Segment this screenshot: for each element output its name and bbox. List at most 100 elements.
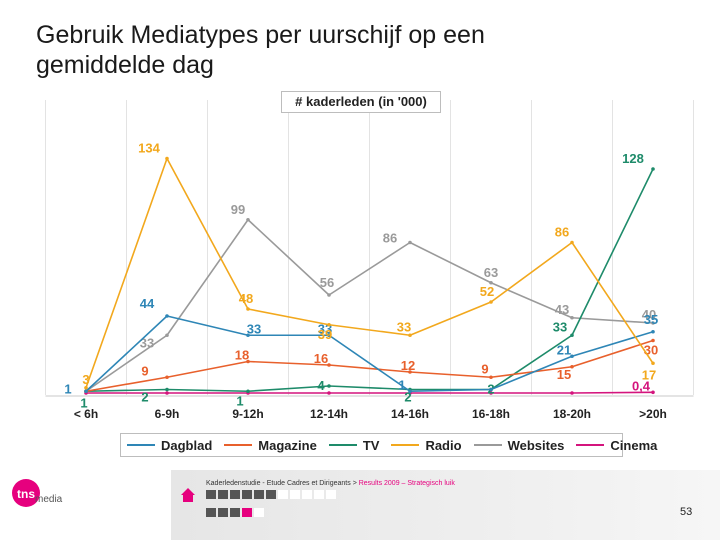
- data-point-radio: [408, 333, 412, 338]
- data-label-magazine: 9: [141, 363, 148, 378]
- data-label-radio: 48: [239, 291, 253, 306]
- data-label-magazine: 18: [235, 348, 249, 363]
- legend-label: Websites: [507, 437, 565, 453]
- data-point-cinema: [327, 391, 331, 395]
- data-point-dagblad: [84, 389, 88, 394]
- legend-swatch: [473, 444, 502, 446]
- nav-dot[interactable]: [254, 508, 264, 517]
- x-tick-label: 6-9h: [155, 407, 180, 421]
- footer-bar: [171, 470, 720, 540]
- home-icon[interactable]: [180, 487, 196, 503]
- data-point-dagblad: [327, 333, 331, 338]
- data-label-dagblad: 33: [247, 321, 261, 336]
- nav-dot[interactable]: [206, 490, 216, 499]
- legend-swatch: [576, 444, 605, 446]
- data-point-dagblad: [570, 354, 574, 359]
- chart-legend: Dagblad Magazine TV Radio Websites Cinema: [120, 433, 657, 457]
- legend-swatch: [224, 444, 253, 446]
- data-point-magazine: [570, 364, 574, 369]
- legend-item-magazine: Magazine: [224, 438, 317, 453]
- legend-item-tv: TV: [328, 437, 380, 453]
- x-tick-label: 14-16h: [391, 407, 429, 421]
- data-label-radio: 33: [397, 319, 411, 334]
- data-label-dagblad: 21: [557, 342, 571, 357]
- data-point-magazine: [489, 375, 493, 380]
- nav-dot[interactable]: [230, 490, 240, 499]
- nav-dot[interactable]: [266, 490, 276, 499]
- chart-title: # kaderleden (in '000): [281, 91, 441, 113]
- data-point-dagblad: [165, 314, 169, 318]
- data-point-dagblad: [651, 329, 655, 334]
- nav-dot[interactable]: [302, 490, 312, 499]
- x-tick-label: 18-20h: [553, 407, 591, 421]
- data-point-cinema: [489, 391, 493, 395]
- page-number: 53: [680, 506, 693, 518]
- series-line-dagblad: [85, 315, 654, 393]
- legend-item-radio: Radio: [391, 437, 462, 453]
- data-point-websites: [651, 321, 655, 325]
- data-label-tv: 128: [622, 151, 644, 166]
- data-point-websites: [165, 333, 169, 338]
- legend-item-cinema: Cinema: [576, 438, 657, 453]
- data-label-tv: 1: [236, 393, 243, 408]
- nav-dot[interactable]: [230, 508, 240, 517]
- nav-dot[interactable]: [290, 490, 300, 499]
- data-label-radio: 52: [480, 284, 494, 299]
- data-point-websites: [489, 280, 493, 285]
- nav-dot[interactable]: [326, 490, 336, 499]
- data-label-radio: 3: [82, 372, 89, 387]
- data-point-websites: [408, 240, 412, 245]
- data-point-radio: [246, 307, 250, 311]
- nav-dot-active[interactable]: [242, 508, 252, 517]
- data-label-websites: 63: [484, 265, 498, 280]
- nav-dot[interactable]: [278, 490, 288, 499]
- data-label-dagblad: 44: [140, 296, 155, 311]
- legend-swatch: [391, 444, 420, 446]
- footer-text-link[interactable]: Results 2009 – Strategisch luik: [358, 480, 455, 487]
- nav-dot[interactable]: [206, 508, 216, 517]
- data-point-radio: [84, 385, 88, 390]
- data-point-magazine: [246, 359, 250, 364]
- data-label-tv: 2: [141, 390, 148, 405]
- data-point-radio: [570, 240, 574, 245]
- data-label-tv: 1: [80, 395, 87, 410]
- legend-label: TV: [362, 437, 380, 453]
- footer-text: Kaderledenstudie - Etude Cadres et Dirig…: [206, 480, 455, 487]
- data-label-cinema: 0,4: [632, 378, 651, 393]
- data-label-tv: 2: [404, 390, 411, 405]
- data-label-websites: 56: [320, 275, 334, 290]
- data-label-magazine: 12: [401, 358, 415, 373]
- nav-dot[interactable]: [218, 490, 228, 499]
- data-point-tv: [165, 387, 169, 392]
- data-label-dagblad: 1: [398, 377, 405, 392]
- page-title: Gebruik Mediatypes per uurschijf op een …: [36, 20, 485, 80]
- data-point-radio: [165, 156, 169, 161]
- data-label-websites: 43: [555, 302, 569, 317]
- data-point-cinema: [651, 390, 655, 395]
- data-point-tv: [570, 333, 574, 338]
- series-line-magazine: [85, 339, 654, 393]
- nav-dot[interactable]: [242, 490, 252, 499]
- legend-item-dagblad: Dagblad: [127, 438, 212, 453]
- nav-dot[interactable]: [218, 508, 228, 517]
- data-label-dagblad: 35: [644, 312, 658, 327]
- legend-swatch: [328, 444, 357, 446]
- page-title-line2: gemiddelde dag: [36, 51, 214, 79]
- data-point-websites: [570, 315, 574, 320]
- data-label-magazine: 15: [557, 367, 571, 382]
- logo-text: media: [35, 494, 63, 505]
- series-line-radio: [85, 157, 654, 389]
- data-point-websites: [327, 293, 331, 297]
- legend-label: Magazine: [258, 437, 317, 453]
- data-label-websites: 99: [231, 202, 245, 217]
- legend-label: Radio: [425, 437, 462, 453]
- nav-dot[interactable]: [254, 490, 264, 499]
- data-point-dagblad: [489, 387, 493, 392]
- data-point-tv: [246, 389, 250, 394]
- svg-text:tns: tns: [17, 487, 35, 501]
- data-label-radio: 17: [642, 367, 656, 382]
- data-point-cinema: [570, 391, 574, 395]
- nav-dot[interactable]: [314, 490, 324, 499]
- data-point-tv: [327, 384, 331, 388]
- data-label-websites: 86: [383, 231, 397, 246]
